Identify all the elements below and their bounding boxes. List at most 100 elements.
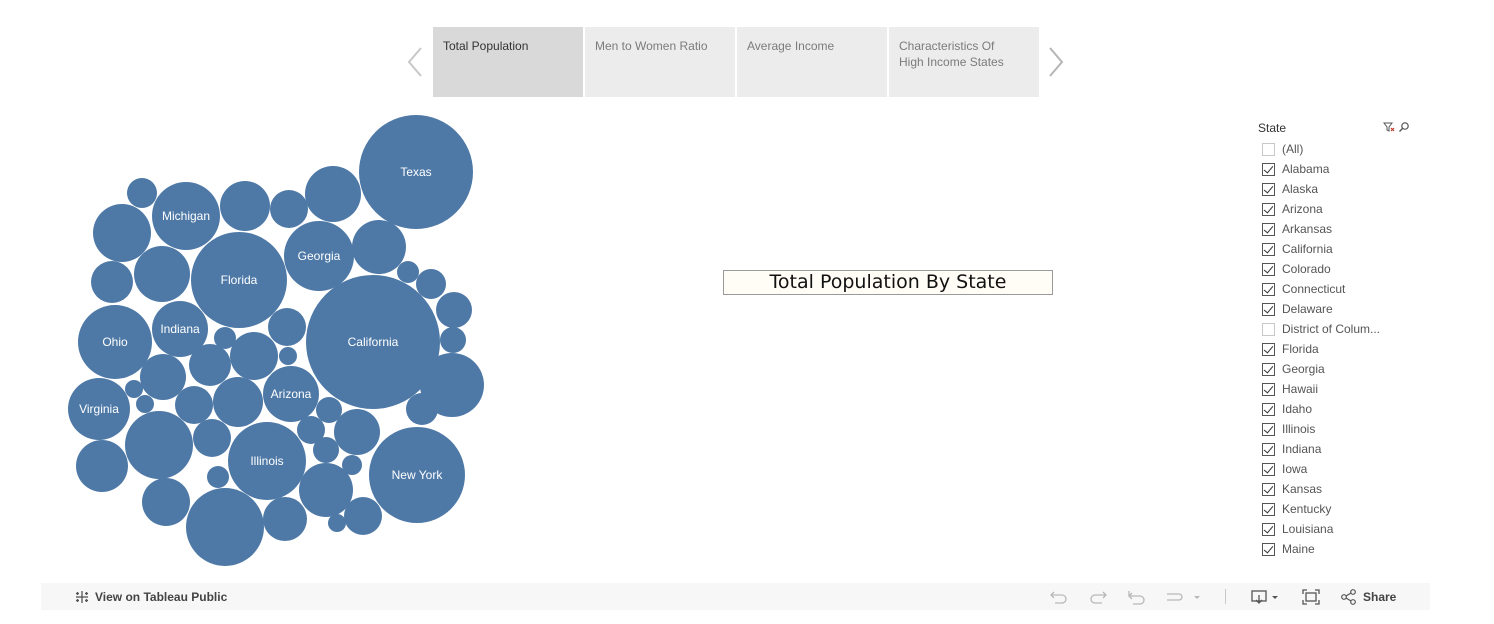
filter-item[interactable]: Kentucky [1262,499,1418,519]
bubble-virginia[interactable] [68,378,130,440]
view-on-tableau-link[interactable]: View on Tableau Public [74,583,227,610]
filter-item[interactable]: Louisiana [1262,519,1418,539]
filter-checkbox[interactable] [1262,142,1275,156]
filter-item[interactable]: Idaho [1262,399,1418,419]
bubble[interactable] [270,190,308,228]
bubble[interactable] [420,353,484,417]
filter-item[interactable]: District of Colum... [1262,319,1418,339]
bubble[interactable] [397,261,419,283]
filter-item[interactable]: Connecticut [1262,279,1418,299]
filter-item[interactable]: Arkansas [1262,219,1418,239]
filter-checkbox[interactable] [1262,342,1275,356]
filter-checkbox[interactable] [1262,422,1275,436]
filter-item[interactable]: Indiana [1262,439,1418,459]
filter-checkbox[interactable] [1262,522,1275,536]
bubble[interactable] [305,166,361,222]
filter-item[interactable]: Georgia [1262,359,1418,379]
bubble[interactable] [214,327,236,349]
filter-item[interactable]: Florida [1262,339,1418,359]
bubble[interactable] [279,347,297,365]
filter-item[interactable]: California [1262,239,1418,259]
bubble[interactable] [263,497,307,541]
bubble[interactable] [213,377,263,427]
bubble[interactable] [268,308,306,346]
bubble-illinois[interactable] [228,422,306,500]
bubble[interactable] [220,181,270,231]
clear-filter-icon[interactable] [1383,121,1395,133]
bubble[interactable] [416,269,446,299]
bubble[interactable] [352,220,406,274]
bubble[interactable] [76,440,128,492]
story-prev-arrow[interactable] [403,44,427,80]
bubble[interactable] [230,332,278,380]
filter-checkbox[interactable] [1262,202,1275,216]
bubble[interactable] [406,393,438,425]
bubble[interactable] [342,455,362,475]
bubble[interactable] [436,292,472,328]
bubble[interactable] [136,395,154,413]
filter-checkbox[interactable] [1262,482,1275,496]
bubble[interactable] [193,419,231,457]
bubble-indiana[interactable] [152,301,208,357]
filter-checkbox[interactable] [1262,362,1275,376]
bubble[interactable] [127,178,157,208]
bubble-ohio[interactable] [78,305,152,379]
bubble[interactable] [316,397,342,423]
story-next-arrow[interactable] [1044,44,1068,80]
bubble-texas[interactable] [359,115,473,229]
redo-icon[interactable] [1088,583,1108,610]
bubble[interactable] [186,488,264,566]
bubble[interactable] [440,327,466,353]
bubble-georgia[interactable] [284,221,354,291]
bubble-michigan[interactable] [152,182,220,250]
filter-checkbox[interactable] [1262,282,1275,296]
bubble[interactable] [125,411,193,479]
filter-item[interactable]: (All) [1262,139,1418,159]
filter-item[interactable]: Iowa [1262,459,1418,479]
bubble[interactable] [93,204,151,262]
pause-icon[interactable] [1164,583,1202,610]
filter-checkbox[interactable] [1262,222,1275,236]
filter-checkbox[interactable] [1262,442,1275,456]
filter-item[interactable]: Colorado [1262,259,1418,279]
filter-item[interactable]: Arizona [1262,199,1418,219]
filter-checkbox[interactable] [1262,322,1275,336]
story-tab-total-population[interactable]: Total Population [433,27,583,97]
bubble-arizona[interactable] [263,366,319,422]
search-icon[interactable] [1398,121,1410,133]
bubble[interactable] [189,344,231,386]
share-button[interactable]: Share [1340,583,1396,610]
bubble[interactable] [140,354,186,400]
filter-item[interactable]: Maine [1262,539,1418,559]
filter-checkbox[interactable] [1262,302,1275,316]
filter-checkbox[interactable] [1262,242,1275,256]
filter-checkbox[interactable] [1262,262,1275,276]
bubble[interactable] [313,437,339,463]
undo-icon[interactable] [1049,583,1069,610]
bubble[interactable] [134,246,190,302]
filter-checkbox[interactable] [1262,402,1275,416]
filter-item[interactable]: Hawaii [1262,379,1418,399]
filter-checkbox[interactable] [1262,542,1275,556]
bubble-florida[interactable] [191,232,287,328]
bubble[interactable] [344,497,382,535]
bubble[interactable] [125,380,143,398]
bubble-california[interactable] [306,275,440,409]
filter-item[interactable]: Alabama [1262,159,1418,179]
fullscreen-icon[interactable] [1301,583,1321,610]
filter-checkbox[interactable] [1262,502,1275,516]
download-icon[interactable] [1250,583,1284,610]
bubble[interactable] [142,478,190,526]
bubble[interactable] [334,409,380,455]
bubble[interactable] [297,416,325,444]
filter-item[interactable]: Illinois [1262,419,1418,439]
bubble[interactable] [207,466,229,488]
bubble[interactable] [91,261,133,303]
story-tab-average-income[interactable]: Average Income [737,27,887,97]
filter-checkbox[interactable] [1262,182,1275,196]
bubble-new-york[interactable] [369,427,465,523]
bubble[interactable] [175,386,213,424]
bubble[interactable] [299,463,353,517]
filter-item[interactable]: Delaware [1262,299,1418,319]
bubble[interactable] [328,514,346,532]
